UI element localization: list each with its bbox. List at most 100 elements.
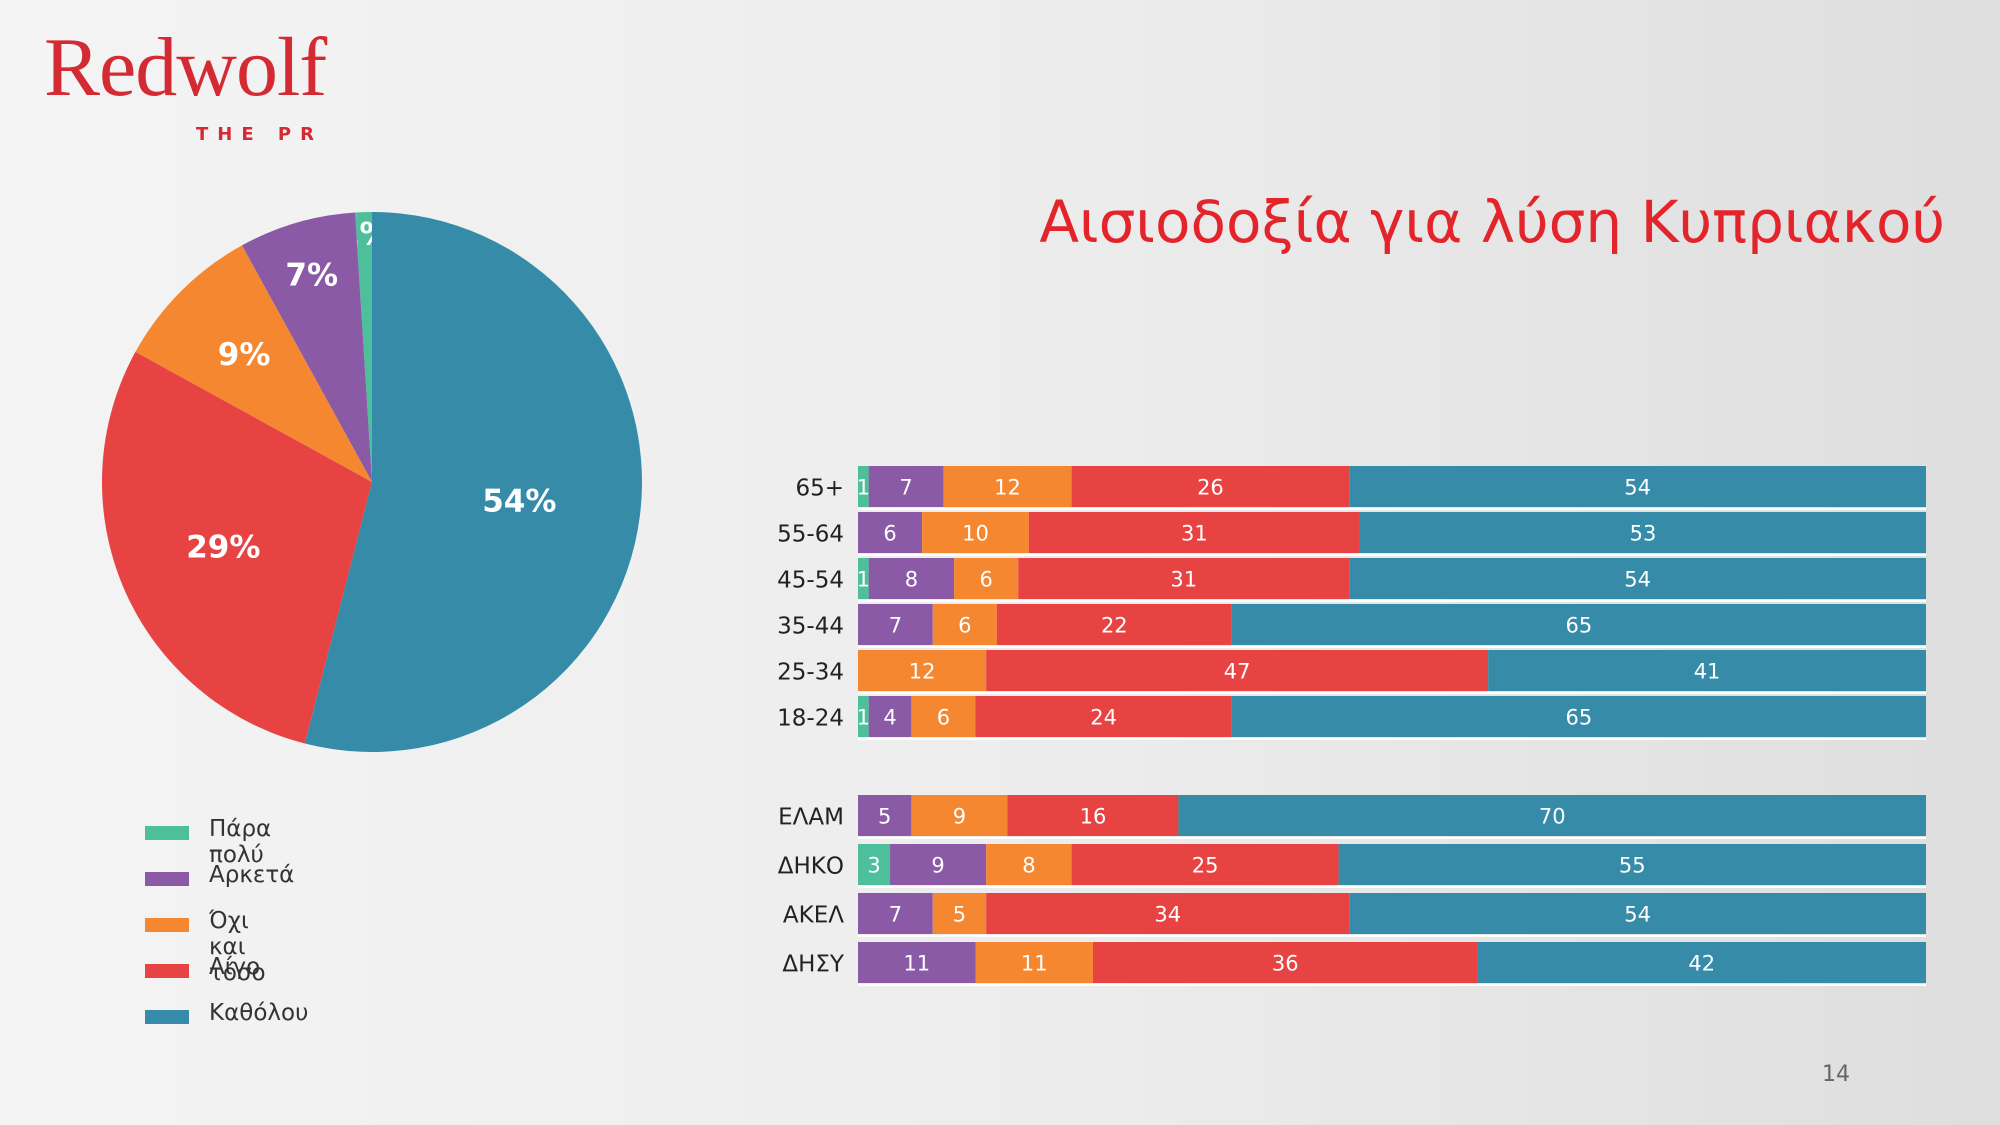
bar-category-label: 55-64 [777,522,844,548]
legend-swatch [145,872,189,886]
bar-value-label: 8 [1022,854,1035,878]
pie-slice-όχι-και-τόσο [135,245,372,482]
bar-segment-αρκετά [858,795,912,836]
bar-value-label: 16 [1080,805,1107,829]
bar-value-label: 5 [878,805,891,829]
bar-value-label: 6 [937,706,950,730]
bar-value-label: 6 [883,522,896,546]
logo-wordmark: Redwolf [44,21,327,114]
bar-value-label: 25 [1192,854,1219,878]
bar-value-label: 11 [903,952,930,976]
bar-value-label: 54 [1624,568,1651,592]
bar-category-label: ΔΗΣΥ [782,952,845,978]
bar-value-label: 5 [953,903,966,927]
bar-value-label: 34 [1154,903,1181,927]
bar-value-label: 31 [1170,568,1197,592]
bar-value-label: 22 [1101,614,1128,638]
legend-swatch [145,964,189,978]
bar-value-label: 10 [962,522,989,546]
bar-value-label: 47 [1224,660,1251,684]
bar-segment-αρκετά [858,512,923,553]
chart-title: Αισιοδοξία για λύση Κυπριακού [1039,188,1945,256]
bar-value-label: 9 [953,805,966,829]
legend-swatch [145,918,189,932]
bar-category-label: 65+ [795,476,844,502]
bar-segment-πάρα-πολύ [858,466,869,507]
bar-segment-όχι-και-τόσο [986,844,1072,885]
bar-value-label: 4 [883,706,896,730]
bar-segment-αρκετά [890,844,987,885]
pie-label-καθόλου: 54% [482,484,556,520]
pie-slice-λίγο [101,351,372,744]
bar-value-label: 6 [958,614,971,638]
pie-label-όχι-και-τόσο: 9% [218,337,271,373]
bar-segment-καθόλου [1178,795,1926,836]
bar-segment-λίγο [1007,795,1179,836]
bar-segment-πάρα-πολύ [858,696,869,737]
bar-segment-λίγο [1028,512,1360,553]
bar-value-label: 70 [1539,805,1566,829]
pie-label-λίγο: 29% [186,529,260,565]
bar-value-label: 9 [931,854,944,878]
bar-category-label: ΑΚΕΛ [783,903,844,929]
logo-tagline: THE PR [196,124,323,145]
bar-segment-όχι-και-τόσο [932,604,997,645]
bar-value-label: 6 [979,568,992,592]
bar-segment-αρκετά [868,558,955,599]
legend-label: Όχι και τόσο [209,908,266,986]
bar-value-label: 31 [1181,522,1208,546]
bar-value-label: 12 [909,660,936,684]
bar-segment-όχι-και-τόσο [911,795,1008,836]
legend-label: Αρκετά [209,862,295,888]
bar-value-label: 55 [1619,854,1646,878]
legend-label: Πάρα πολύ [209,816,272,868]
bar-value-label: 53 [1630,522,1657,546]
bar-value-label: 1 [857,706,870,730]
bar-value-label: 11 [1021,952,1048,976]
bar-category-label: 45-54 [777,568,844,594]
bar-category-label: 18-24 [777,706,844,732]
bar-value-label: 54 [1624,476,1651,500]
bar-segment-όχι-και-τόσο [975,942,1093,983]
bar-value-label: 65 [1566,706,1593,730]
bar-value-label: 1 [857,476,870,500]
bar-value-label: 3 [867,854,880,878]
bar-value-label: 54 [1624,903,1651,927]
bar-value-label: 7 [889,614,902,638]
bar-segment-όχι-και-τόσο [858,650,987,691]
bar-value-label: 26 [1197,476,1224,500]
bar-segment-λίγο [996,604,1232,645]
bar-segment-λίγο [986,893,1350,934]
bar-value-label: 65 [1566,614,1593,638]
pie-label-αρκετά: 7% [285,258,338,294]
bar-segment-λίγο [1092,942,1478,983]
bar-value-label: 36 [1272,952,1299,976]
bar-segment-όχι-και-τόσο [932,893,987,934]
bar-segment-καθόλου [1231,696,1926,737]
bar-segment-αρκετά [868,696,912,737]
bar-segment-λίγο [1071,466,1350,507]
bar-segment-αρκετά [858,942,976,983]
bar-segment-αρκετά [858,893,933,934]
bar-value-label: 7 [889,903,902,927]
bar-segment-καθόλου [1349,466,1926,507]
legend-swatch [145,1010,189,1024]
bar-segment-αρκετά [868,466,944,507]
pie-slice-καθόλου [304,212,642,752]
legend-swatch [145,826,189,840]
bar-segment-πάρα-πολύ [858,844,891,885]
bar-segment-όχι-και-τόσο [922,512,1029,553]
bar-category-label: 25-34 [777,660,844,686]
bar-value-label: 1 [857,568,870,592]
page-number: 14 [1822,1062,1850,1087]
bar-category-label: ΕΛΑΜ [778,805,844,831]
bar-segment-πάρα-πολύ [858,558,869,599]
bar-value-label: 7 [899,476,912,500]
bar-segment-λίγο [1071,844,1339,885]
pie-chart: 1%7%9%29%54% [101,212,642,752]
bar-segment-καθόλου [1477,942,1926,983]
pie-slice-πάρα-πολύ [355,212,372,482]
bar-category-label: 35-44 [777,614,844,640]
legend-label: Καθόλου [209,1000,309,1026]
